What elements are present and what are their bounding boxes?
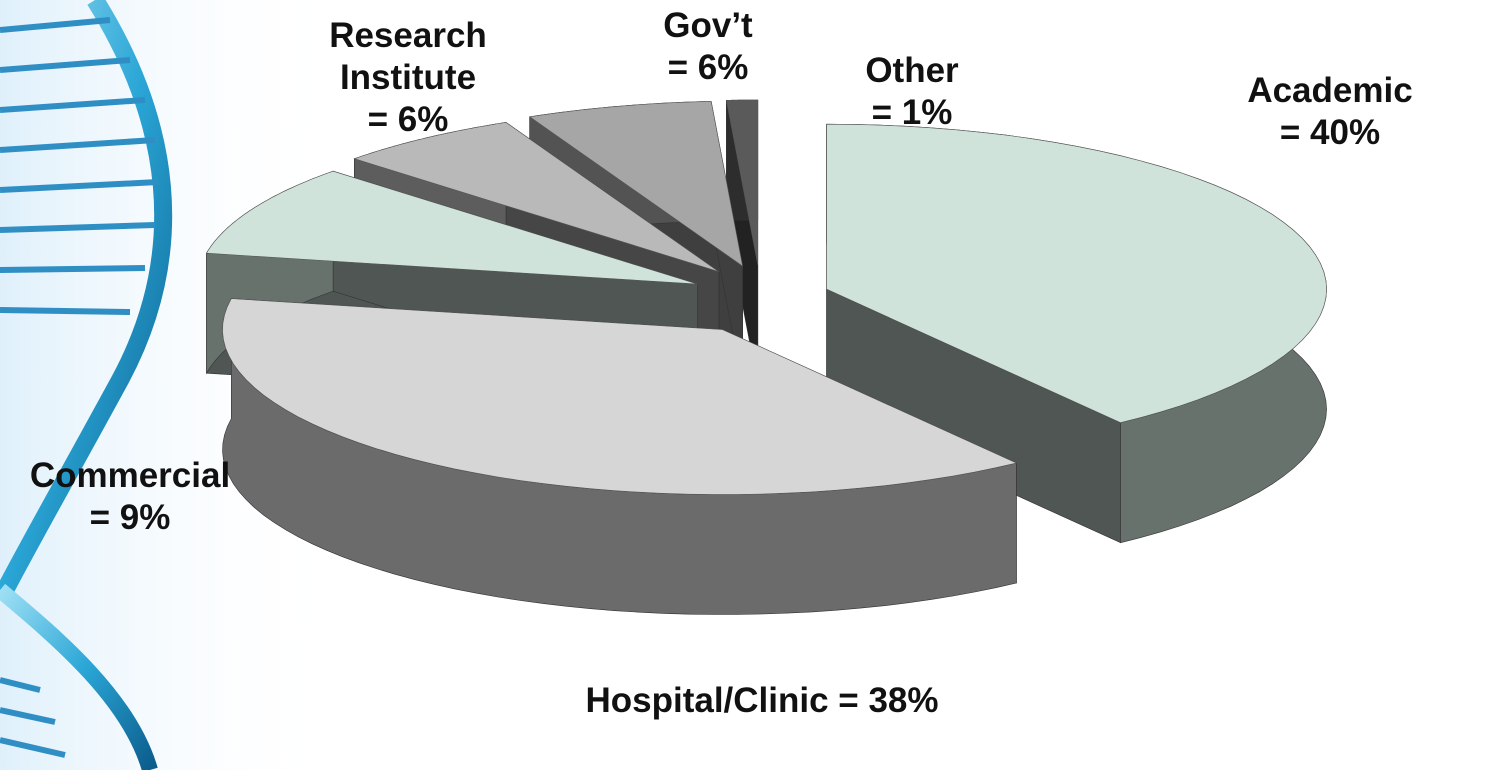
value-label: = 6% <box>598 47 818 89</box>
value-label: = 1% <box>812 92 1012 134</box>
slice-label: Academic = 40% <box>1180 70 1480 154</box>
category-label: Hospital/Clinic <box>585 681 828 720</box>
slice-label: Other = 1% <box>812 50 1012 134</box>
value-label: = 6% <box>268 99 548 141</box>
slice-label: Gov’t = 6% <box>598 5 818 89</box>
category-label: Commercial <box>0 455 280 497</box>
pie <box>207 100 1327 615</box>
category-label: Other <box>812 50 1012 92</box>
slice-label: Commercial = 9% <box>0 455 280 539</box>
value-label: = 40% <box>1180 112 1480 154</box>
category-label: Gov’t <box>598 5 818 47</box>
category-label: Academic <box>1180 70 1480 112</box>
slide: Academic = 40% Hospital/Clinic = 38% Comme… <box>0 0 1487 770</box>
value-label: = 38% <box>838 681 938 720</box>
value-label: = 9% <box>0 497 280 539</box>
slice-label: Hospital/Clinic = 38% <box>582 680 942 722</box>
category-label: Research Institute <box>268 15 548 99</box>
slice-label: Research Institute = 6% <box>268 15 548 141</box>
